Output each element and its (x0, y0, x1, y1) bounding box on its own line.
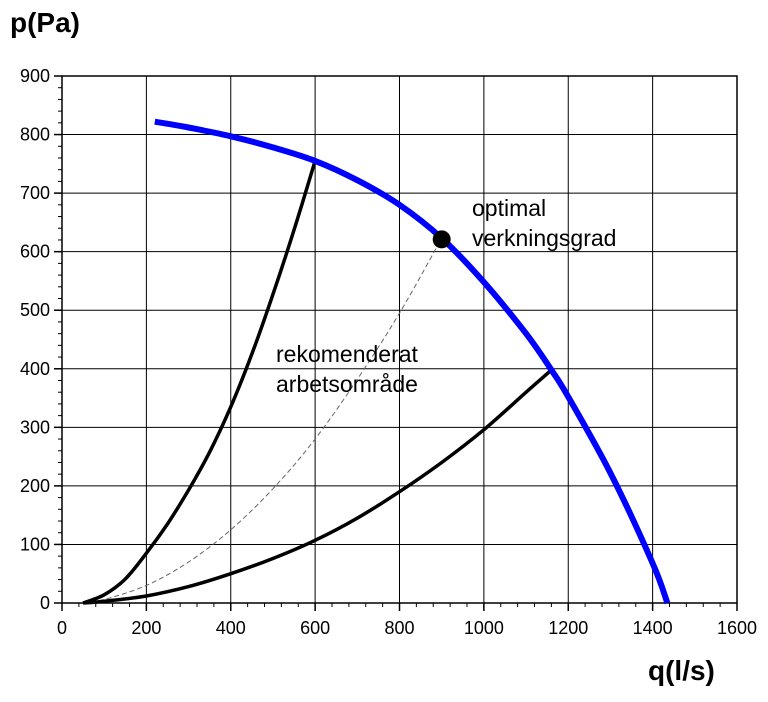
series-layer (82, 118, 671, 605)
x-axis-ticks: 0 200 400 600 800 1000 1200 1400 1600 (57, 603, 757, 638)
x-tick-label: 1400 (633, 618, 673, 638)
x-tick-label: 600 (300, 618, 330, 638)
y-tick-label: 0 (40, 593, 50, 613)
x-tick-label: 0 (57, 618, 67, 638)
y-tick-label: 400 (20, 359, 50, 379)
x-tick-label: 800 (384, 618, 414, 638)
fan-curve (154, 118, 671, 605)
y-tick-label: 300 (20, 417, 50, 437)
optimal-point-marker (432, 230, 451, 249)
x-tick-label: 1200 (548, 618, 588, 638)
y-tick-label: 500 (20, 300, 50, 320)
x-tick-label: 200 (131, 618, 161, 638)
y-tick-label: 100 (20, 534, 50, 554)
work-area-label-line2: arbetsområde (276, 371, 418, 397)
y-axis-ticks: 0 100 200 300 400 500 600 700 800 900 (20, 66, 62, 613)
y-tick-label: 800 (20, 125, 50, 145)
x-tick-label: 400 (216, 618, 246, 638)
y-tick-label: 700 (20, 183, 50, 203)
work-area-label-line1: rekomenderat (276, 341, 419, 367)
x-tick-label: 1600 (717, 618, 757, 638)
system-curve-lower (82, 368, 553, 605)
optimal-label-line1: optimal (472, 195, 546, 221)
optimal-label-line2: verkningsgrad (472, 225, 616, 251)
optimal-efficiency-curve (83, 237, 443, 604)
y-tick-label: 600 (20, 242, 50, 262)
x-tick-label: 1000 (464, 618, 504, 638)
system-curve-upper (82, 160, 317, 605)
y-tick-label: 200 (20, 476, 50, 496)
markers-layer (432, 230, 451, 249)
y-axis-label: p(Pa) (10, 7, 80, 38)
y-tick-label: 900 (20, 66, 50, 86)
x-axis-label: q(l/s) (648, 655, 715, 686)
